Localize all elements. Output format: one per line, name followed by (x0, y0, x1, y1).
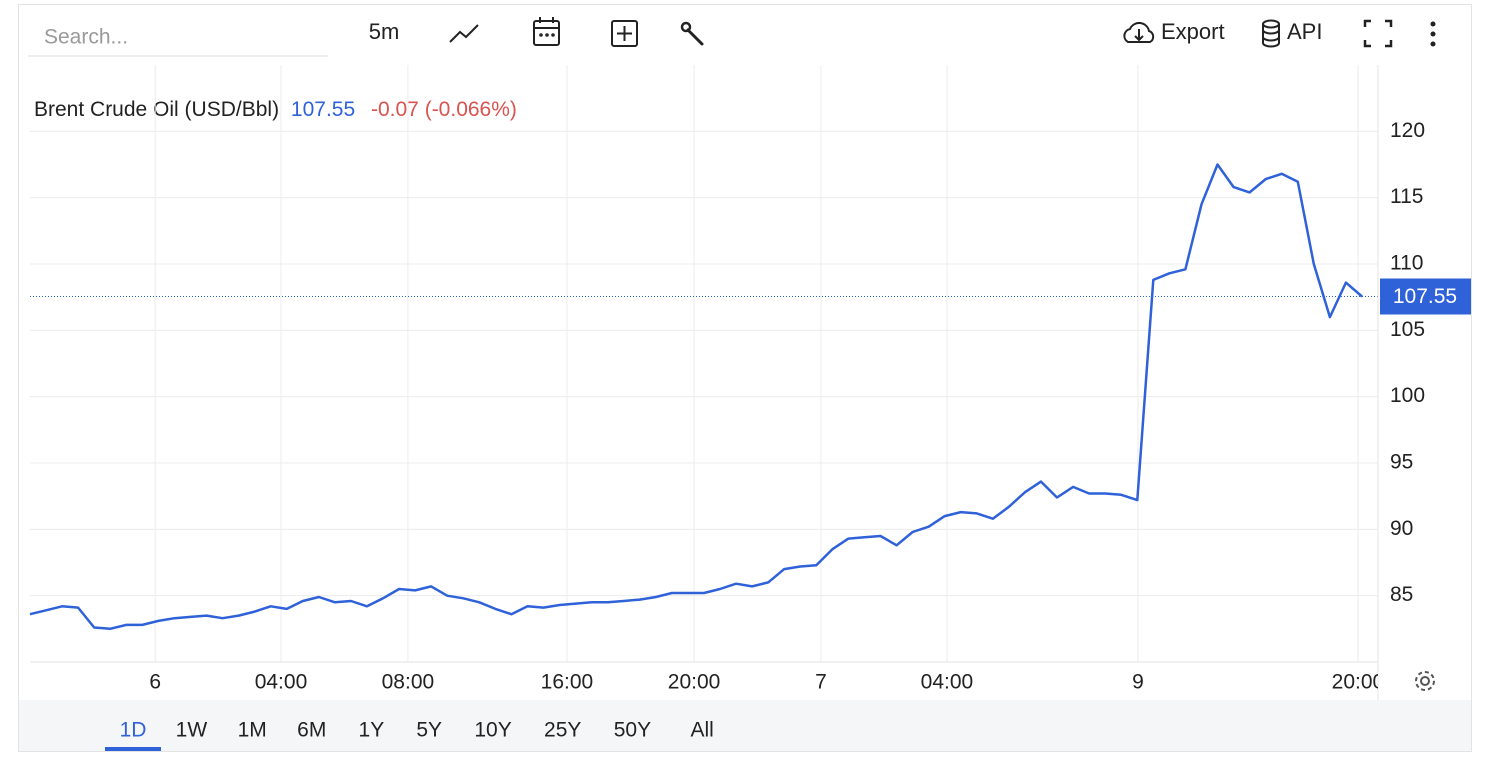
add-indicator-icon[interactable] (611, 20, 638, 47)
range-button[interactable]: 25Y (544, 719, 581, 742)
chart-type-icon[interactable] (449, 24, 479, 43)
frame (18, 4, 1472, 752)
y-tick-label: 105 (1390, 318, 1425, 341)
api-icon[interactable] (1262, 19, 1280, 48)
x-tick-label: 6 (149, 671, 161, 694)
y-tick-label: 100 (1390, 384, 1425, 407)
range-bar (19, 700, 1471, 751)
x-tick-label: 7 (815, 671, 827, 694)
last-value-tag (1380, 278, 1471, 315)
x-tick-label: 04:00 (255, 671, 308, 694)
price-line (29, 163, 1363, 631)
api-button[interactable]: API (1287, 19, 1322, 44)
last-value: 107.55 (291, 98, 355, 121)
chart-header: Brent Crude Oil (USD/Bbl) 107.55 -0.07 (… (34, 98, 517, 121)
y-tick-label: 90 (1390, 517, 1413, 540)
more-menu-icon[interactable] (1430, 21, 1436, 47)
search-input[interactable]: Search... (44, 26, 128, 49)
range-button[interactable]: 1W (176, 719, 208, 742)
x-tick-label: 20:00 (1332, 671, 1385, 694)
range-button[interactable]: All (690, 719, 713, 742)
export-button[interactable]: Export (1161, 19, 1225, 44)
range-button[interactable]: 5Y (416, 719, 442, 742)
range-button[interactable]: 50Y (614, 719, 651, 742)
range-button[interactable]: 10Y (474, 719, 511, 742)
series-name: Brent Crude Oil (USD/Bbl) (34, 98, 279, 121)
y-tick-label: 120 (1390, 119, 1425, 142)
chart-settings-icon[interactable] (1415, 671, 1435, 691)
calendar-icon[interactable] (533, 17, 560, 46)
x-tick-label: 20:00 (668, 671, 721, 694)
y-tick-label: 95 (1390, 451, 1413, 474)
range-button[interactable]: 1D (120, 719, 147, 742)
y-tick-label: 110 (1390, 252, 1423, 275)
export-icon[interactable] (1123, 21, 1155, 43)
range-button[interactable]: 1Y (359, 719, 385, 742)
y-tick-label: 115 (1390, 185, 1423, 208)
x-tick-label: 08:00 (382, 671, 435, 694)
last-value-tag-label: 107.55 (1393, 285, 1457, 308)
change-label: -0.07 (-0.066%) (371, 98, 517, 121)
settings-tool-icon[interactable] (680, 21, 704, 46)
range-button[interactable]: 1M (238, 719, 267, 742)
y-tick-label: 85 (1390, 583, 1413, 606)
x-tick-label: 9 (1132, 671, 1144, 694)
x-tick-label: 16:00 (541, 671, 594, 694)
fullscreen-icon[interactable] (1363, 19, 1393, 48)
interval-button[interactable]: 5m (369, 19, 400, 44)
active-range-underline (105, 747, 161, 751)
range-button[interactable]: 6M (297, 719, 326, 742)
x-tick-label: 04:00 (921, 671, 974, 694)
